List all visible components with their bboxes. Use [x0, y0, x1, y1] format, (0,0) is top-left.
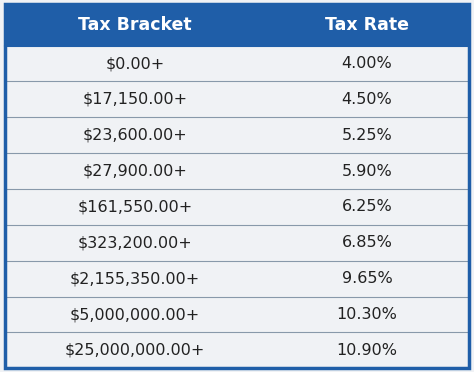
Text: 4.50%: 4.50% [342, 92, 392, 107]
Text: 10.30%: 10.30% [337, 307, 398, 322]
Text: $27,900.00+: $27,900.00+ [82, 164, 187, 179]
Text: $0.00+: $0.00+ [105, 56, 164, 71]
Text: $2,155,350.00+: $2,155,350.00+ [70, 271, 200, 286]
Text: 4.00%: 4.00% [342, 56, 392, 71]
FancyBboxPatch shape [5, 4, 469, 46]
Text: 9.65%: 9.65% [342, 271, 392, 286]
Text: $23,600.00+: $23,600.00+ [82, 128, 187, 143]
Text: $25,000,000.00+: $25,000,000.00+ [64, 343, 205, 358]
Text: 6.85%: 6.85% [342, 235, 392, 250]
Text: 6.25%: 6.25% [342, 199, 392, 215]
Text: $161,550.00+: $161,550.00+ [77, 199, 192, 215]
Text: Tax Bracket: Tax Bracket [78, 16, 191, 34]
Text: 10.90%: 10.90% [337, 343, 398, 358]
Text: $17,150.00+: $17,150.00+ [82, 92, 187, 107]
FancyBboxPatch shape [5, 4, 469, 368]
Text: $323,200.00+: $323,200.00+ [77, 235, 192, 250]
Text: 5.25%: 5.25% [342, 128, 392, 143]
Text: $5,000,000.00+: $5,000,000.00+ [70, 307, 200, 322]
Text: Tax Rate: Tax Rate [325, 16, 409, 34]
Text: 5.90%: 5.90% [342, 164, 392, 179]
